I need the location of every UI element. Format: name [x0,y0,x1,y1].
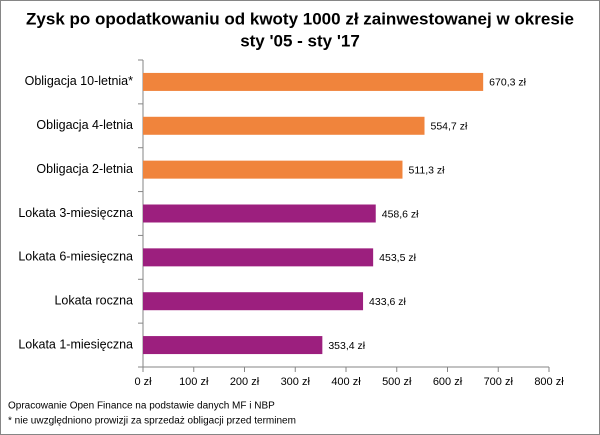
value-label: 458,6 zł [382,208,419,220]
y-tick-label: Obligacja 10-letnia* [25,74,134,88]
bar [143,292,364,311]
value-label: 554,7 zł [431,121,468,133]
y-tick-label: Obligacja 2-letnia [36,162,133,176]
bar [143,116,425,135]
x-tick-label: 300 zł [281,376,311,388]
bar [143,72,484,91]
bar [143,204,376,223]
value-label: 453,5 zł [379,252,416,264]
y-tick-label: Lokata 3-miesięczna [18,206,133,220]
note: * nie uwzględniono prowizji za sprzedaż … [8,416,296,427]
x-tick-label: 100 zł [179,376,209,388]
x-tick-label: 600 zł [433,376,463,388]
bar [143,336,323,355]
value-label: 511,3 zł [408,164,445,176]
bar [143,160,403,179]
y-tick-label: Lokata 1-miesięczna [18,337,133,351]
y-tick-label: Lokata 6-miesięczna [18,250,133,264]
x-tick-label: 200 zł [230,376,260,388]
value-label: 670,3 zł [489,77,526,89]
value-label: 353,4 zł [328,340,365,352]
x-tick-label: 400 zł [331,376,361,388]
chart-title: Zysk po opodatkowaniu od kwoty 1000 zł z… [26,9,574,28]
value-label: 433,6 zł [369,296,406,308]
x-tick-label: 500 zł [382,376,412,388]
bar [143,248,374,267]
y-tick-label: Obligacja 4-letnia [36,118,133,132]
note: Opracowanie Open Finance na podstawie da… [8,401,275,412]
x-tick-label: 800 zł [534,376,564,388]
x-tick-label: 700 zł [484,376,514,388]
y-tick-label: Lokata roczna [54,294,133,308]
x-tick-label: 0 zł [134,376,152,388]
chart-title: sty '05 - sty '17 [240,31,360,50]
